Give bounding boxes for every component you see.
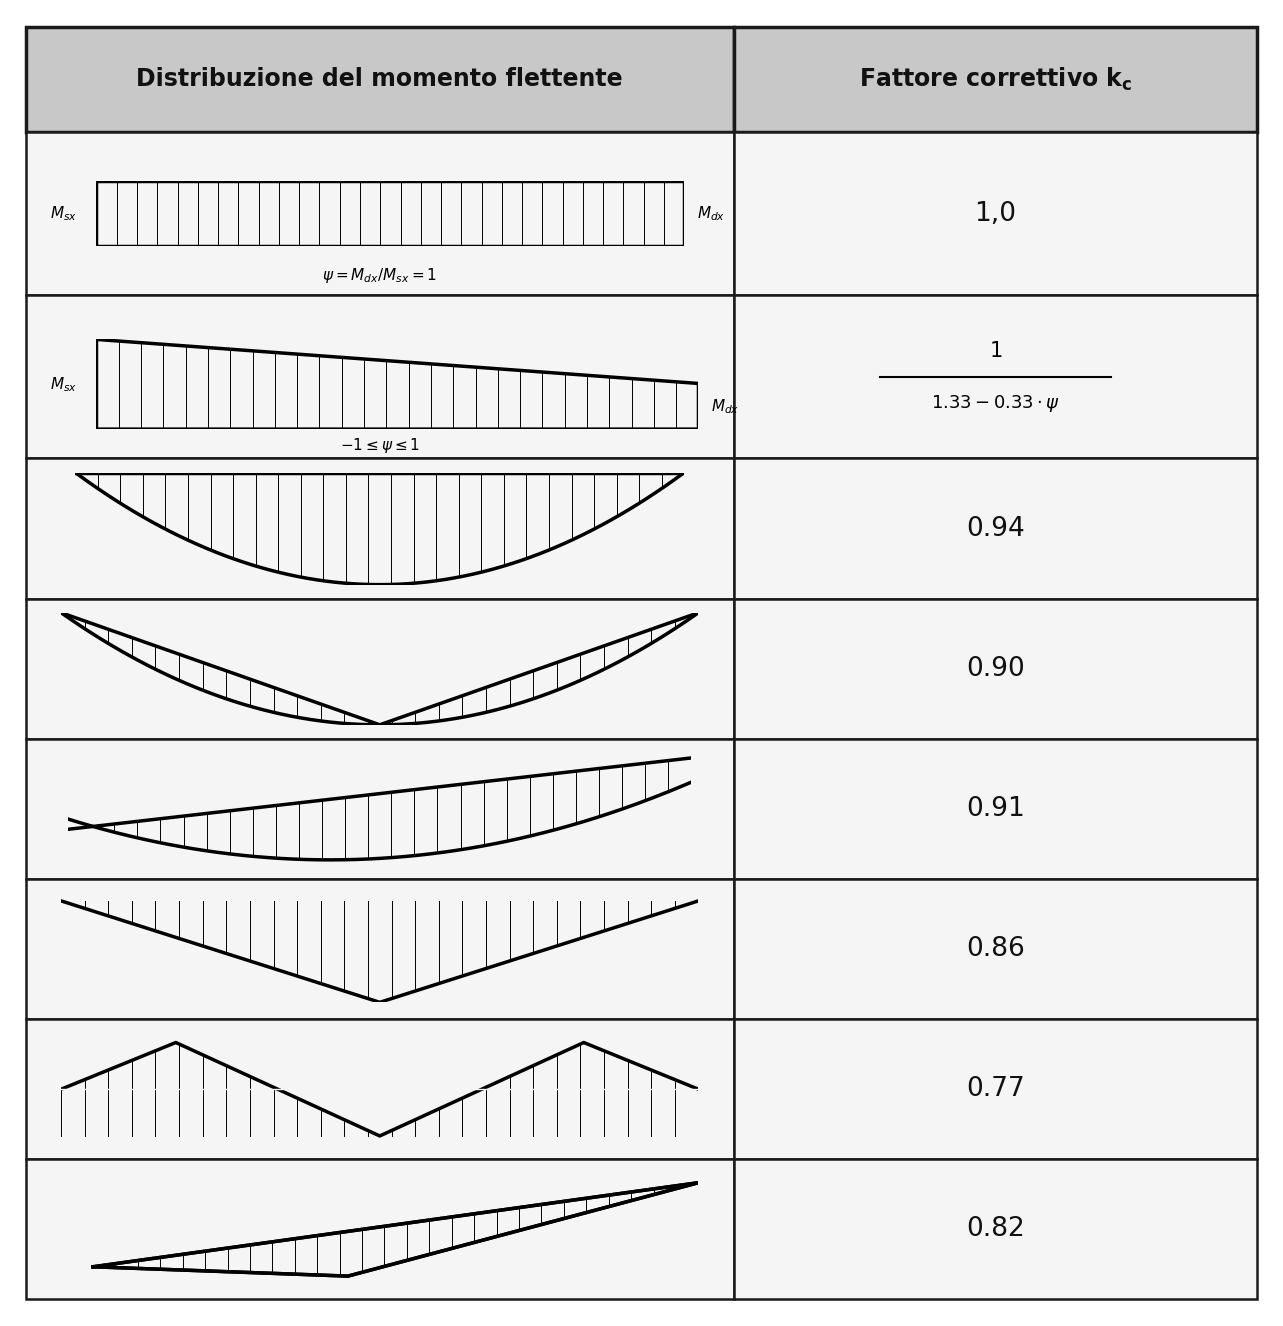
Bar [734, 133, 1257, 296]
Bar [26, 1020, 734, 1159]
Text: 0.82: 0.82 [966, 1216, 1025, 1242]
Bar [734, 1159, 1257, 1299]
Text: $\psi = M_{dx}/M_{sx} = 1$: $\psi = M_{dx}/M_{sx} = 1$ [322, 267, 438, 285]
Bar [734, 739, 1257, 879]
Text: $-1 \leq \psi \leq 1$: $-1 \leq \psi \leq 1$ [340, 436, 420, 455]
Bar [26, 133, 734, 296]
Bar [734, 459, 1257, 598]
Bar [734, 296, 1257, 459]
Text: $M_{sx}$: $M_{sx}$ [50, 204, 77, 223]
Bar [734, 1020, 1257, 1159]
Text: $M_{dx}$: $M_{dx}$ [697, 204, 725, 223]
Bar [26, 598, 734, 739]
Bar [26, 296, 734, 459]
Bar [26, 739, 734, 879]
Text: $M_{sx}$: $M_{sx}$ [50, 375, 77, 394]
Text: $1$: $1$ [989, 341, 1002, 361]
Text: $M_{dx}$: $M_{dx}$ [711, 396, 739, 415]
Bar [734, 27, 1257, 133]
Text: 0.94: 0.94 [966, 516, 1025, 541]
Bar [26, 879, 734, 1020]
Bar [26, 27, 734, 133]
Text: 0.90: 0.90 [966, 656, 1025, 682]
Text: 0.91: 0.91 [966, 796, 1025, 822]
Bar [26, 459, 734, 598]
Bar [26, 1159, 734, 1299]
Bar [734, 879, 1257, 1020]
Text: Fattore correttivo $\mathbf{k_c}$: Fattore correttivo $\mathbf{k_c}$ [858, 66, 1133, 93]
Text: $1.33 - 0.33 \cdot \psi$: $1.33 - 0.33 \cdot \psi$ [931, 392, 1060, 414]
Text: 0.77: 0.77 [966, 1077, 1025, 1102]
Bar [734, 598, 1257, 739]
Text: Distribuzione del momento flettente: Distribuzione del momento flettente [136, 68, 624, 91]
Text: 0.86: 0.86 [966, 936, 1025, 963]
Polygon shape [92, 1183, 698, 1276]
Text: 1,0: 1,0 [975, 200, 1016, 227]
